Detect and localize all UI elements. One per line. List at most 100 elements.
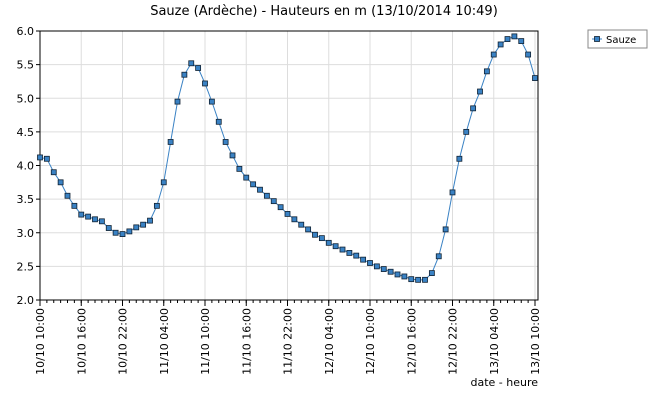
data-point — [339, 246, 346, 253]
y-tick-label: 5.0 — [17, 92, 35, 105]
data-point — [298, 221, 305, 228]
y-tick-label: 6.0 — [17, 25, 35, 38]
data-point — [208, 98, 215, 105]
data-point — [532, 75, 538, 81]
y-tick-label: 2.5 — [17, 260, 35, 273]
data-point — [511, 33, 518, 40]
chart-title: Sauze (Ardèche) - Hauteurs en m (13/10/2… — [150, 4, 498, 19]
data-point — [140, 221, 147, 228]
data-point — [291, 216, 298, 223]
x-tick-label: 12/10 10:00 — [364, 308, 377, 375]
x-tick-label: 11/10 10:00 — [199, 308, 212, 375]
data-point — [147, 217, 153, 224]
x-tick-label: 10/10 10:00 — [34, 308, 47, 375]
x-tick-label: 13/10 10:00 — [529, 308, 542, 375]
data-point — [490, 51, 497, 58]
data-point — [353, 252, 360, 259]
data-point — [408, 276, 415, 283]
data-point — [50, 169, 57, 176]
data-point — [181, 71, 188, 78]
data-point — [428, 270, 435, 277]
data-point — [415, 276, 422, 283]
x-tick-label: 12/10 16:00 — [405, 308, 418, 375]
data-point — [360, 256, 367, 263]
plot-frame — [39, 30, 539, 301]
data-point — [504, 36, 511, 42]
data-point — [483, 68, 490, 75]
x-tick-label: 11/10 16:00 — [240, 308, 253, 375]
data-point — [188, 60, 195, 67]
data-point — [497, 41, 504, 48]
data-point — [470, 105, 477, 112]
data-point — [243, 174, 250, 181]
y-tick-label: 2.0 — [17, 294, 35, 307]
data-point — [387, 268, 394, 275]
data-point — [401, 273, 408, 280]
data-point — [373, 263, 380, 270]
data-point — [346, 250, 353, 256]
data-point — [442, 226, 449, 233]
data-point — [312, 231, 318, 238]
data-point — [167, 139, 174, 145]
data-point — [380, 266, 387, 272]
data-point — [133, 224, 140, 231]
data-point — [456, 155, 463, 162]
data-point — [518, 38, 525, 44]
data-point — [215, 118, 222, 125]
x-tick-label: 12/10 22:00 — [447, 308, 460, 375]
y-tick-label: 4.5 — [17, 126, 35, 139]
data-point — [270, 198, 277, 205]
data-point — [78, 211, 85, 218]
legend-marker — [594, 36, 600, 42]
data-point — [43, 155, 50, 162]
data-point — [64, 192, 71, 199]
data-point — [236, 165, 243, 172]
x-tick-label: 11/10 04:00 — [158, 308, 171, 375]
data-point — [160, 179, 167, 186]
data-point — [98, 218, 105, 225]
y-tick-label: 3.0 — [17, 227, 35, 240]
data-point — [463, 128, 470, 135]
data-point — [57, 179, 64, 186]
data-point — [229, 152, 236, 159]
data-point — [153, 202, 160, 209]
x-tick-label: 11/10 22:00 — [282, 308, 295, 375]
data-point — [92, 216, 98, 223]
data-point — [325, 239, 332, 246]
data-point — [250, 181, 257, 188]
x-axis-label: date - heure — [470, 376, 538, 389]
x-tick-label: 10/10 22:00 — [117, 308, 130, 375]
data-point — [105, 225, 112, 231]
legend-label: Sauze — [606, 35, 636, 46]
x-tick-label: 10/10 16:00 — [75, 308, 88, 375]
data-point — [277, 204, 284, 211]
data-point — [257, 186, 263, 193]
x-tick-label: 13/10 04:00 — [488, 308, 501, 375]
data-point — [174, 98, 181, 105]
data-point — [195, 65, 202, 71]
data-point — [71, 202, 78, 209]
data-point — [435, 253, 442, 260]
data-point — [332, 243, 339, 250]
data-point — [119, 231, 126, 237]
legend-box — [587, 29, 648, 49]
data-point — [112, 229, 119, 236]
y-tick-label: 3.5 — [17, 193, 35, 206]
data-point — [477, 88, 483, 95]
data-point — [222, 139, 229, 145]
data-point — [422, 276, 428, 283]
data-point — [126, 228, 133, 235]
data-point — [85, 213, 92, 220]
data-point — [284, 211, 291, 217]
data-point — [202, 80, 208, 87]
data-point — [318, 235, 325, 242]
data-point — [525, 51, 532, 58]
data-point — [263, 192, 270, 199]
data-point — [367, 260, 373, 266]
data-point — [37, 154, 43, 161]
y-tick-label: 4.0 — [17, 160, 35, 173]
x-tick-label: 12/10 04:00 — [323, 308, 336, 375]
data-point — [305, 226, 312, 233]
data-point — [449, 189, 456, 196]
